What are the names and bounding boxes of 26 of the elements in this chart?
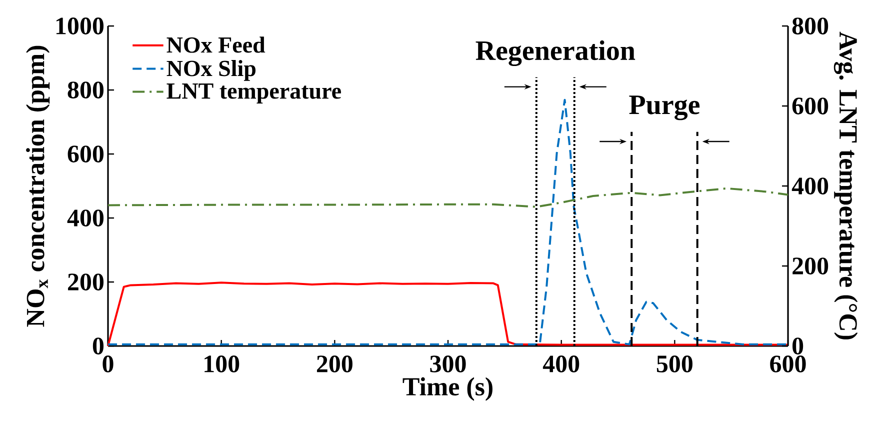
y-axis-title: NO$_{x}$ concentration (ppm) xyxy=(26,46,50,327)
x-tick-label: 300 xyxy=(430,356,466,372)
x-tick-label: 600 xyxy=(770,356,806,372)
y-tick-label: 200 xyxy=(68,274,104,290)
legend-label: NOx Feed xyxy=(166,36,266,53)
x-tick-label: 500 xyxy=(656,356,692,372)
y2-tick-label: 0 xyxy=(792,338,804,354)
y2-tick-label: 200 xyxy=(792,258,828,274)
y-tick-label: 1000 xyxy=(56,18,104,34)
line-series xyxy=(108,187,788,208)
legend-label: NOx Slip xyxy=(166,60,256,81)
y-tick-label: 600 xyxy=(68,146,104,162)
legend-label: LNT temperature xyxy=(166,84,341,104)
x-tick-label: 400 xyxy=(542,356,580,372)
y-tick-label: 800 xyxy=(68,82,104,98)
annotation: Purge xyxy=(629,96,700,120)
x-axis-title: Time (s) xyxy=(402,377,492,401)
y-tick-label: 400 xyxy=(67,210,104,226)
y2-axis-title: Avg. LNT temperature (°C) xyxy=(834,32,858,340)
x-tick-label: 200 xyxy=(316,356,352,372)
y-tick-label: 0 xyxy=(92,338,104,354)
y2-tick-label: 600 xyxy=(792,98,828,114)
annotation: Regeneration xyxy=(476,40,636,66)
y2-tick-label: 400 xyxy=(792,178,828,194)
y2-tick-label: 800 xyxy=(792,18,828,34)
x-tick-label: 100 xyxy=(204,356,240,372)
